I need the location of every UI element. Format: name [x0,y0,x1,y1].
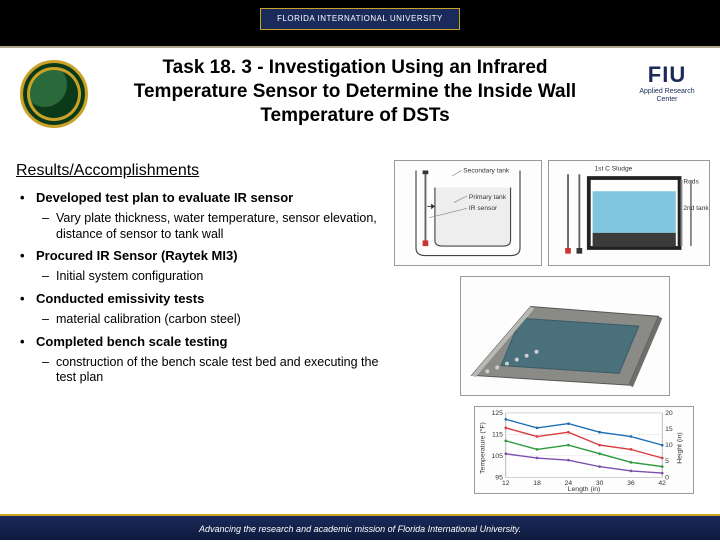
doe-seal-icon [20,60,88,128]
svg-text:5: 5 [665,458,669,465]
bullet-list: Developed test plan to evaluate IR senso… [20,190,380,392]
fig1-label-secondary: Secondary tank [463,167,510,174]
svg-text:12: 12 [502,480,510,487]
figure-tank-cross-section: 1st C Sludge Rods 2nd tank [548,160,710,266]
svg-text:10: 10 [665,442,673,449]
svg-text:20: 20 [665,410,673,417]
list-item: material calibration (carbon steel) [20,312,380,328]
list-item: Developed test plan to evaluate IR senso… [20,190,380,205]
svg-text:0: 0 [665,474,669,481]
figure-schematic-tanks: Secondary tank Primary tank IR sensor [394,160,542,266]
list-item: Completed bench scale testing [20,334,380,349]
fiu-logo: FIU Applied Research Center [630,62,704,103]
fig1-label-ir: IR sensor [469,205,498,212]
svg-text:18: 18 [533,480,541,487]
fiu-sub: Applied Research Center [630,88,704,103]
list-item: Procured IR Sensor (Raytek MI3) [20,248,380,263]
svg-text:2nd tank: 2nd tank [683,205,709,212]
chart-xlabel: Length (in) [568,486,601,493]
svg-text:115: 115 [492,431,503,438]
fig1-label-primary: Primary tank [469,194,507,201]
svg-text:36: 36 [627,480,635,487]
list-item: construction of the bench scale test bed… [20,355,380,386]
fig2-label-header: 1st C Sludge [594,165,632,172]
svg-text:105: 105 [491,453,503,460]
header-underline [0,46,720,48]
svg-text:125: 125 [491,410,503,417]
chart-ylabel: Temperature (°F) [478,422,486,474]
list-item: Initial system configuration [20,269,380,285]
footer-bar: Advancing the research and academic miss… [0,514,720,540]
section-heading: Results/Accomplishments [16,162,199,180]
svg-text:95: 95 [495,474,503,481]
figure-bench-photo [460,276,670,396]
fiu-mark: FIU [630,62,704,88]
header-band: FLORIDA INTERNATIONAL UNIVERSITY [0,0,720,48]
list-item: Vary plate thickness, water temperature,… [20,211,380,242]
figure-temperature-chart: 121824303642 95105115125 05101520 Length… [474,406,694,494]
list-item: Conducted emissivity tests [20,291,380,306]
chart-ylabel2: Height (in) [677,432,684,464]
university-badge: FLORIDA INTERNATIONAL UNIVERSITY [260,8,460,30]
svg-text:15: 15 [665,426,673,433]
slide-title: Task 18. 3 - Investigation Using an Infr… [110,56,600,127]
